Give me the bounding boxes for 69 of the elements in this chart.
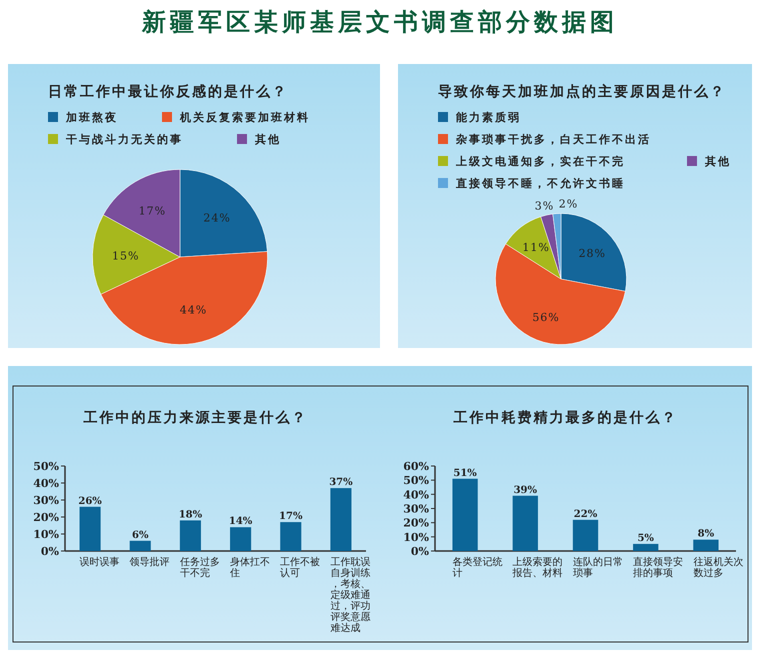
legend-label: 能力素质弱 [456, 111, 521, 124]
data-label: 2% [558, 198, 578, 211]
x-tick-label: 工作耽误自身训练，考核、定级难通过，评功评奖意愿难达成 [330, 556, 370, 634]
bar [180, 520, 201, 551]
x-tick-label: 身体扛不住 [230, 556, 270, 579]
data-label: 17% [279, 511, 303, 522]
x-tick-label: 工作不被认可 [280, 556, 320, 579]
x-tick-label: 领导批评 [130, 556, 170, 568]
data-label: 8% [698, 528, 715, 540]
legend-label: 干与战斗力无关的事 [65, 133, 183, 146]
x-tick-label: 误时误事 [80, 556, 120, 568]
chart-title: 工作中耗费精力最多的是什么？ [452, 410, 678, 426]
y-tick-label: 0% [40, 545, 60, 558]
legend-label: 杂事琐事干扰多，白天工作不出活 [455, 133, 651, 146]
x-tick-label: 上级索要的报告、材料 [512, 556, 563, 579]
x-tick-label: 直接领导安排的事项 [633, 556, 684, 579]
data-label: 24% [203, 211, 231, 224]
x-tick-label: 任务过多干不完 [178, 556, 220, 579]
y-tick-label: 60% [403, 460, 430, 473]
data-label: 17% [138, 204, 166, 218]
bar [452, 478, 478, 551]
y-tick-label: 30% [33, 494, 60, 507]
x-tick-label: 连队的日常琐事 [572, 556, 623, 579]
bar [230, 527, 252, 551]
bar [572, 520, 598, 551]
data-label: 28% [578, 247, 606, 260]
data-label: 14% [228, 516, 253, 528]
data-label: 5% [637, 532, 654, 544]
bar [330, 488, 352, 551]
x-tick-label: 各类登记统计 [452, 556, 502, 579]
legend-label: 机关反复索要加班材料 [179, 111, 310, 124]
text: 新疆军区某师基层文书调查部分数据图 [141, 7, 618, 36]
data-label: 18% [178, 509, 203, 520]
y-tick-label: 30% [403, 502, 430, 516]
data-label: 15% [112, 249, 140, 262]
data-label: 44% [180, 304, 208, 317]
chart-title: 工作中的压力来源主要是什么？ [82, 409, 308, 426]
legend-label: 直接领导不睡，不允许文书睡 [455, 177, 625, 190]
y-tick-label: 40% [403, 488, 430, 502]
bar [512, 496, 538, 551]
y-tick-label: 20% [33, 511, 60, 524]
chart-title: 日常工作中最让你反感的是什么？ [48, 83, 288, 100]
data-label: 39% [514, 484, 538, 496]
y-tick-label: 20% [403, 516, 430, 530]
y-tick-label: 50% [33, 460, 60, 473]
bar [280, 522, 302, 551]
y-tick-label: 0% [410, 545, 430, 558]
data-label: 22% [574, 508, 598, 520]
text: 导致你每天加班加点的主要原因是什么？ [438, 83, 726, 100]
data-label: 56% [532, 310, 560, 324]
y-tick-label: 10% [403, 530, 430, 544]
data-label: 3% [534, 199, 554, 212]
data-label: 51% [453, 468, 478, 479]
bar [633, 544, 658, 551]
legend-label: 加班熬夜 [65, 111, 118, 124]
legend-label: 其他 [704, 155, 731, 168]
data-label: 26% [78, 496, 102, 507]
bar [130, 540, 151, 551]
data-label: 11% [522, 240, 550, 254]
y-tick-label: 50% [403, 474, 430, 488]
data-label: 37% [329, 477, 354, 488]
legend-label: 上级文电通知多，实在干不完 [455, 155, 625, 168]
bar [80, 506, 101, 551]
bar [693, 540, 719, 551]
y-tick-label: 10% [33, 528, 60, 541]
y-tick-label: 40% [33, 477, 60, 490]
x-tick-label: 往返机关次数过多 [693, 556, 744, 579]
legend-label: 其他 [254, 133, 281, 146]
data-label: 6% [132, 530, 149, 541]
